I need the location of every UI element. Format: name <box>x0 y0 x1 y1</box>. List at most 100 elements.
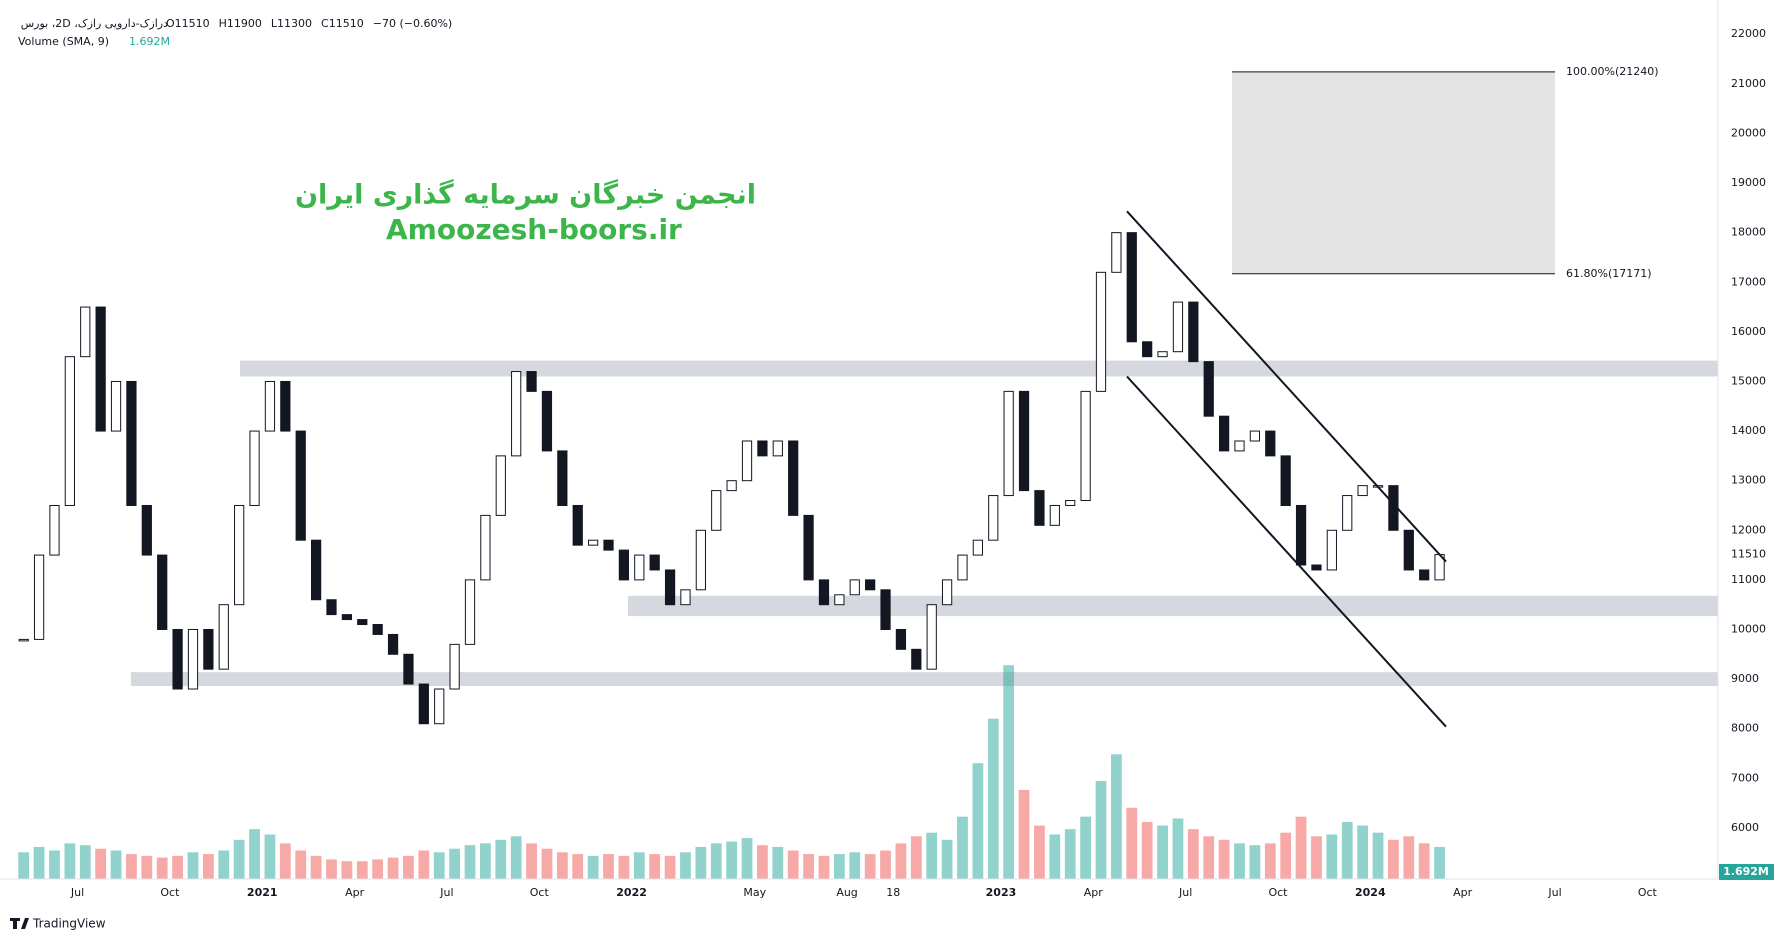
y-tick-label: 17000 <box>1731 275 1766 288</box>
volume-bar <box>1110 754 1122 879</box>
candle-body <box>1111 232 1122 273</box>
candle-body <box>480 514 491 581</box>
volume-bar <box>1095 781 1107 879</box>
y-tick-label: 22000 <box>1731 27 1766 40</box>
candle-body <box>126 380 137 506</box>
candle-body <box>603 539 614 551</box>
candle-body <box>1080 390 1091 502</box>
candle-body <box>788 440 799 516</box>
volume-bar <box>649 854 661 879</box>
volume-bar <box>572 854 584 879</box>
y-tick-label: 12000 <box>1731 523 1766 536</box>
candle-body <box>1065 500 1076 506</box>
volume-bar <box>418 850 430 879</box>
volume-bar <box>1187 829 1199 879</box>
candle-body <box>1280 455 1291 506</box>
x-tick-label: 2021 <box>247 886 278 899</box>
candle-body <box>695 529 706 591</box>
y-tick-label: 9000 <box>1731 672 1759 685</box>
indicator-name: Volume (SMA, 9) <box>18 35 109 48</box>
volume-bar <box>587 855 599 879</box>
candle-body <box>64 356 75 506</box>
x-tick-label: Oct <box>160 886 180 899</box>
candle-body <box>234 504 245 606</box>
candle-body <box>1142 341 1153 358</box>
volume-bar <box>618 855 630 879</box>
candle-body <box>95 306 106 432</box>
candle-body <box>464 579 476 645</box>
volume-value-label: 1.692M <box>1723 865 1769 878</box>
volume-bar <box>326 859 337 879</box>
candle-body <box>1419 569 1430 581</box>
volume-bar <box>1249 845 1261 879</box>
volume-bar <box>957 816 968 879</box>
y-tick-label: 21000 <box>1731 77 1766 90</box>
volume-bar <box>495 839 507 879</box>
x-tick-label: 2024 <box>1355 886 1386 899</box>
x-tick-label: Oct <box>1638 886 1658 899</box>
x-tick-label: Apr <box>345 886 365 899</box>
volume-value-badge <box>1719 864 1774 880</box>
candle-body <box>110 380 122 432</box>
volume-bar <box>433 852 445 879</box>
x-tick-label: Jul <box>1178 886 1192 899</box>
candle-body <box>941 579 953 606</box>
candle-body <box>1157 351 1168 358</box>
y-tick-label: 16000 <box>1731 325 1766 338</box>
volume-bar <box>556 852 568 879</box>
y-tick-label: 19000 <box>1731 176 1766 189</box>
candle-body <box>849 579 860 596</box>
candle-body <box>634 554 645 581</box>
volume-bar <box>864 854 876 879</box>
volume-bar <box>710 843 722 879</box>
candle-body <box>1095 271 1107 392</box>
candle-body <box>249 430 260 506</box>
candle-body <box>988 495 999 541</box>
y-tick-label: 20000 <box>1731 126 1766 139</box>
candle-body <box>772 440 783 457</box>
candle-body <box>1311 564 1322 571</box>
ohlc-value: H11900 <box>219 17 262 30</box>
symbol: درازک-دارویی رازک، 2D، بورس <box>21 17 168 30</box>
volume-bar <box>1434 846 1445 879</box>
volume-bar <box>480 843 491 879</box>
candle-body <box>1295 504 1307 566</box>
ohlc-value: O11510 <box>166 17 210 30</box>
volume-bar <box>141 855 153 879</box>
volume-bar <box>541 848 553 879</box>
candle-body <box>588 539 599 546</box>
candle-body <box>1218 415 1230 452</box>
candle-body <box>1326 529 1337 571</box>
volume-bar <box>787 850 799 879</box>
volume-bar <box>310 855 322 879</box>
candle-body <box>1342 495 1353 531</box>
volume-bar <box>1311 836 1322 879</box>
y-tick-label: 10000 <box>1731 622 1766 635</box>
volume-bar <box>1341 822 1353 879</box>
candle-body <box>711 490 722 531</box>
candle-body <box>1249 430 1261 442</box>
candle-body <box>972 539 983 556</box>
volume-bar <box>33 846 45 879</box>
volume-bar <box>202 854 214 879</box>
candle-body <box>741 440 753 482</box>
candle-body <box>511 371 522 457</box>
volume-bar <box>849 852 861 879</box>
candle-body <box>403 653 414 685</box>
volume-bar <box>757 845 768 879</box>
candle-body <box>280 380 291 432</box>
volume-bar <box>1218 839 1230 879</box>
candle-body <box>865 579 876 591</box>
y-tick-label: 15000 <box>1731 374 1766 387</box>
candle-body <box>357 619 368 626</box>
volume-bar <box>1003 665 1015 879</box>
volume-bar <box>1280 832 1292 879</box>
y-tick-label: 11000 <box>1731 573 1766 586</box>
x-tick-label: 2023 <box>986 886 1017 899</box>
y-tick-label: 14000 <box>1731 424 1766 437</box>
candle-body <box>1049 504 1060 526</box>
y-tick-label: 13000 <box>1731 474 1766 487</box>
volume-bar <box>1126 807 1138 879</box>
volume-bar <box>1034 825 1045 879</box>
